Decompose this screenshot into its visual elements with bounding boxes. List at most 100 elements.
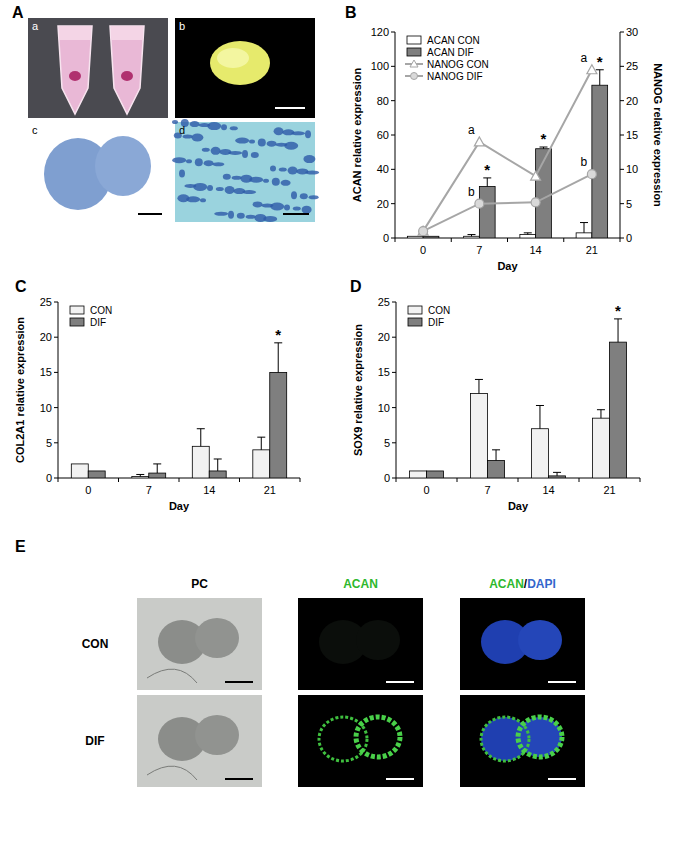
x-tick-label: 0 bbox=[85, 484, 91, 496]
x-tick bbox=[239, 478, 240, 482]
scale-bar bbox=[386, 778, 414, 780]
x-tick-label: 0 bbox=[423, 484, 429, 496]
y-tick-label: 20 bbox=[377, 198, 389, 210]
x-axis-label: Day bbox=[169, 500, 190, 512]
y-tick bbox=[54, 407, 58, 408]
legend-label: ACAN DIF bbox=[427, 47, 474, 58]
scale-bar bbox=[283, 213, 309, 215]
panel-label: E bbox=[15, 538, 26, 555]
annotations: * bbox=[615, 302, 621, 319]
legend-label: ACAN CON bbox=[427, 35, 480, 46]
bar bbox=[592, 418, 609, 478]
section bbox=[95, 136, 151, 196]
x-tick bbox=[457, 478, 458, 482]
significance: * bbox=[275, 326, 281, 343]
annotations: * bbox=[275, 326, 281, 343]
cell bbox=[291, 131, 305, 135]
y-axis bbox=[58, 302, 59, 478]
cell bbox=[223, 174, 231, 180]
pellet bbox=[69, 71, 81, 81]
cell bbox=[303, 155, 315, 163]
y-tick bbox=[54, 302, 58, 303]
x-tick-label: 7 bbox=[146, 484, 152, 496]
marks bbox=[407, 65, 607, 238]
pellet bbox=[356, 620, 400, 660]
bar bbox=[488, 460, 505, 478]
error-bar bbox=[553, 472, 561, 476]
cell bbox=[230, 126, 238, 130]
photo-bg bbox=[460, 695, 585, 787]
cell bbox=[207, 122, 221, 130]
scale-bar bbox=[548, 681, 576, 683]
cell bbox=[263, 179, 269, 183]
cell bbox=[242, 150, 248, 158]
error-bar bbox=[596, 70, 604, 85]
error-bar bbox=[153, 464, 161, 473]
group-letter: b bbox=[468, 185, 475, 199]
cell bbox=[249, 140, 255, 144]
subpanel-label: d bbox=[179, 124, 185, 136]
bar bbox=[479, 187, 495, 239]
bar bbox=[470, 394, 487, 478]
panel-label: B bbox=[345, 4, 357, 21]
x-tick bbox=[179, 478, 180, 482]
line bbox=[423, 70, 592, 231]
cell bbox=[186, 159, 192, 163]
micrograph bbox=[298, 598, 423, 690]
bar bbox=[88, 471, 105, 478]
significance: * bbox=[541, 130, 547, 147]
y-tick-label: 80 bbox=[377, 95, 389, 107]
column-header: ACAN bbox=[343, 577, 378, 591]
acan-signal bbox=[356, 717, 400, 757]
cell bbox=[172, 157, 186, 163]
pellet bbox=[121, 71, 133, 81]
chart-1: C0510152025COL2A1 relative expression071… bbox=[14, 278, 300, 512]
legend-label: CON bbox=[428, 305, 450, 316]
column-header: PC bbox=[191, 577, 208, 591]
cell bbox=[288, 166, 298, 174]
y-tick bbox=[391, 66, 395, 67]
x-tick-label: 14 bbox=[542, 484, 554, 496]
legend-swatch bbox=[407, 36, 421, 44]
cell bbox=[246, 215, 256, 219]
marks bbox=[71, 343, 286, 478]
x-tick-label: 7 bbox=[484, 484, 490, 496]
scale-bar bbox=[225, 778, 253, 780]
chart-2: D0510152025SOX9 relative expression07142… bbox=[350, 278, 640, 512]
bar bbox=[423, 236, 439, 238]
micrograph bbox=[460, 695, 585, 787]
column-header-part: PC bbox=[191, 577, 208, 591]
legend-marker bbox=[410, 60, 418, 67]
x-tick bbox=[118, 478, 119, 482]
photo-bg bbox=[175, 18, 315, 118]
y-tick-label: 25 bbox=[40, 296, 52, 308]
cell bbox=[274, 127, 284, 135]
marker bbox=[531, 171, 541, 180]
cell bbox=[242, 190, 256, 194]
photo bbox=[172, 119, 319, 222]
cell bbox=[186, 196, 200, 202]
x-tick-label: 21 bbox=[264, 484, 276, 496]
legend-label: NANOG CON bbox=[427, 59, 489, 70]
y2-tick bbox=[620, 203, 624, 204]
x-tick bbox=[640, 478, 641, 482]
x-tick bbox=[518, 478, 519, 482]
cell bbox=[221, 124, 227, 130]
pellet-highlight bbox=[217, 48, 249, 68]
error-bar bbox=[580, 223, 588, 233]
cell bbox=[200, 198, 206, 202]
error-bar bbox=[483, 178, 491, 187]
cell bbox=[228, 211, 234, 219]
cell bbox=[279, 167, 287, 171]
micrograph bbox=[137, 695, 262, 787]
y-axis-label: ACAN relative expression bbox=[351, 67, 363, 202]
cell bbox=[237, 213, 245, 219]
error-bar bbox=[492, 450, 500, 461]
photo-bg bbox=[137, 695, 262, 787]
cell bbox=[193, 183, 207, 191]
bar bbox=[592, 85, 608, 238]
fiber bbox=[147, 766, 197, 780]
marker bbox=[475, 199, 484, 208]
bar bbox=[464, 236, 480, 238]
cell bbox=[202, 148, 210, 152]
